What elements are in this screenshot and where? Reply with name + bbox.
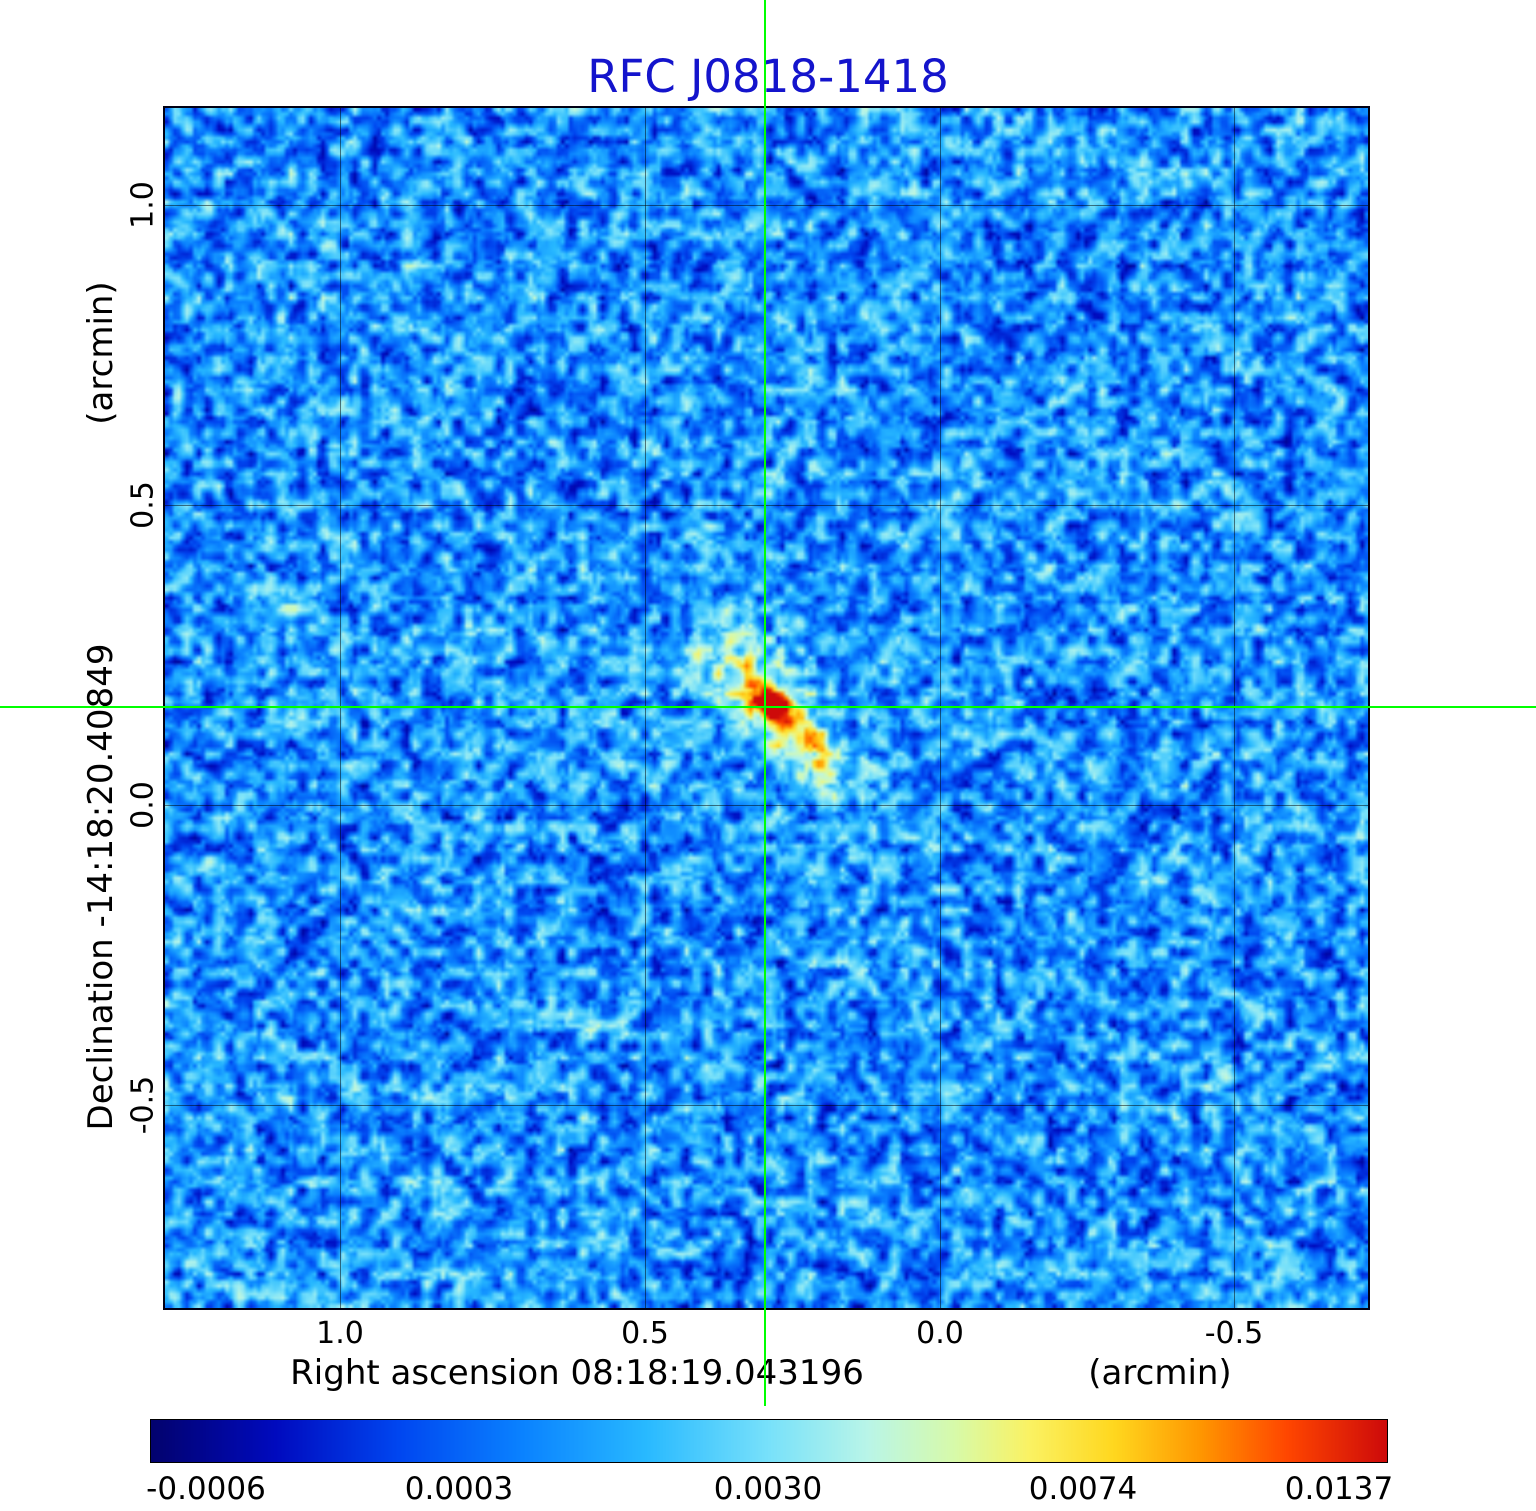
colorbar-tick-label: 0.0074 — [1028, 1471, 1138, 1507]
colorbar-tick-label: 0.0030 — [713, 1471, 823, 1507]
x-tick-label: 1.0 — [316, 1316, 364, 1351]
x-tick-label: 0.0 — [916, 1316, 964, 1351]
colorbar-tick-label: 0.0003 — [404, 1471, 514, 1507]
y-axis-label: Declination -14:18:20.40849 — [81, 643, 121, 1131]
y-tick-label: 0.5 — [125, 481, 161, 529]
grid-line-vertical — [940, 108, 941, 1308]
colorbar-tick-label: -0.0006 — [146, 1471, 266, 1507]
sky-map-panel — [163, 106, 1370, 1310]
y-tick-label: 1.0 — [125, 181, 161, 229]
grid-line-horizontal — [165, 1105, 1368, 1106]
crosshair-vertical-line — [764, 0, 766, 1406]
crosshair-horizontal-line — [0, 706, 1536, 708]
radio-intensity-heatmap[interactable] — [165, 108, 1368, 1308]
grid-line-vertical — [1234, 108, 1235, 1308]
colorbar-tick-label: 0.0137 — [1284, 1471, 1394, 1507]
grid-line-vertical — [645, 108, 646, 1308]
x-axis-label: Right ascension 08:18:19.043196 — [290, 1353, 864, 1393]
x-tick-label: -0.5 — [1204, 1316, 1264, 1351]
grid-line-horizontal — [165, 805, 1368, 806]
x-tick-label: 0.5 — [621, 1316, 669, 1351]
coordinate-grid — [165, 108, 1368, 1308]
grid-line-horizontal — [165, 205, 1368, 206]
grid-line-horizontal — [165, 505, 1368, 506]
grid-line-vertical — [340, 108, 341, 1308]
colorbar-gradient — [150, 1419, 1388, 1463]
y-axis-unit-label: (arcmin) — [81, 281, 121, 425]
y-tick-label: 0.0 — [125, 781, 161, 829]
figure-title: RFC J0818-1418 — [587, 50, 949, 103]
x-axis-unit-label: (arcmin) — [1088, 1353, 1232, 1393]
y-tick-label: -0.5 — [125, 1075, 161, 1135]
